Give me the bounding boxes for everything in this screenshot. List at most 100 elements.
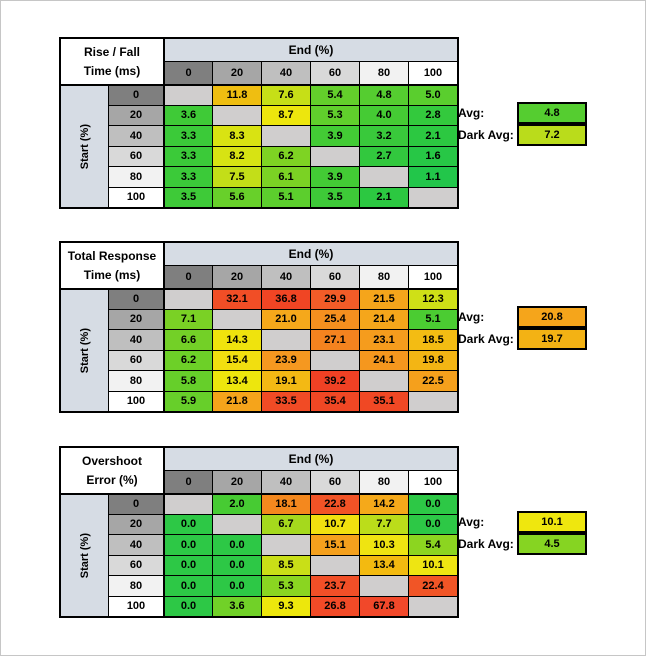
row-header-cell[interactable]: 40 [108,534,163,555]
heatmap-cell[interactable]: 3.9 [310,166,359,187]
dark-avg-value-cell[interactable]: 4.5 [517,533,587,555]
heatmap-cell[interactable] [408,595,457,616]
heatmap-cell[interactable]: 21.4 [359,308,408,329]
heatmap-cell[interactable]: 6.7 [261,513,310,534]
row-header-cell[interactable]: 0 [108,493,163,514]
heatmap-cell[interactable]: 5.4 [310,84,359,105]
row-header-cell[interactable]: 80 [108,575,163,596]
heatmap-cell[interactable]: 3.6 [163,104,212,125]
row-header-cell[interactable]: 60 [108,554,163,575]
heatmap-cell[interactable]: 26.8 [310,595,359,616]
heatmap-cell[interactable]: 5.3 [261,575,310,596]
col-header-cell[interactable]: 60 [310,61,359,84]
heatmap-cell[interactable]: 36.8 [261,288,310,309]
col-header-cell[interactable]: 60 [310,470,359,493]
heatmap-cell[interactable]: 0.0 [163,513,212,534]
col-header-cell[interactable]: 80 [359,470,408,493]
heatmap-cell[interactable]: 3.3 [163,166,212,187]
avg-value-cell[interactable]: 10.1 [517,511,587,533]
col-header-cell[interactable]: 100 [408,265,457,288]
col-header-cell[interactable]: 0 [163,470,212,493]
heatmap-cell[interactable]: 24.1 [359,349,408,370]
heatmap-cell[interactable]: 3.3 [163,125,212,146]
row-header-cell[interactable]: 20 [108,513,163,534]
heatmap-cell[interactable] [310,554,359,575]
heatmap-cell[interactable]: 18.5 [408,329,457,350]
heatmap-cell[interactable]: 0.0 [408,493,457,514]
heatmap-cell[interactable] [261,329,310,350]
row-header-cell[interactable]: 20 [108,104,163,125]
heatmap-cell[interactable]: 0.0 [212,575,261,596]
heatmap-cell[interactable]: 7.7 [359,513,408,534]
heatmap-cell[interactable]: 18.1 [261,493,310,514]
avg-value-cell[interactable]: 20.8 [517,306,587,328]
row-header-cell[interactable]: 80 [108,370,163,391]
heatmap-cell[interactable]: 35.4 [310,390,359,411]
heatmap-cell[interactable] [310,145,359,166]
heatmap-cell[interactable]: 0.0 [212,534,261,555]
heatmap-cell[interactable] [212,308,261,329]
heatmap-cell[interactable]: 33.5 [261,390,310,411]
row-header-cell[interactable]: 60 [108,349,163,370]
heatmap-cell[interactable]: 3.3 [163,145,212,166]
dark-avg-value-cell[interactable]: 19.7 [517,328,587,350]
heatmap-cell[interactable]: 22.5 [408,370,457,391]
col-header-cell[interactable]: 40 [261,265,310,288]
heatmap-cell[interactable]: 29.9 [310,288,359,309]
heatmap-cell[interactable]: 14.3 [212,329,261,350]
heatmap-cell[interactable]: 1.1 [408,166,457,187]
heatmap-cell[interactable]: 5.1 [261,186,310,207]
heatmap-cell[interactable]: 15.1 [310,534,359,555]
heatmap-cell[interactable]: 5.6 [212,186,261,207]
row-header-cell[interactable]: 40 [108,125,163,146]
row-header-cell[interactable]: 100 [108,595,163,616]
heatmap-cell[interactable]: 14.2 [359,493,408,514]
heatmap-cell[interactable]: 23.7 [310,575,359,596]
heatmap-cell[interactable]: 3.6 [212,595,261,616]
heatmap-cell[interactable]: 0.0 [212,554,261,575]
col-header-cell[interactable]: 60 [310,265,359,288]
heatmap-cell[interactable]: 5.0 [408,84,457,105]
col-header-cell[interactable]: 20 [212,61,261,84]
heatmap-cell[interactable]: 3.2 [359,125,408,146]
heatmap-cell[interactable]: 22.8 [310,493,359,514]
row-header-cell[interactable]: 20 [108,308,163,329]
heatmap-cell[interactable]: 5.1 [408,308,457,329]
heatmap-cell[interactable] [359,370,408,391]
heatmap-cell[interactable] [212,104,261,125]
heatmap-cell[interactable]: 3.9 [310,125,359,146]
row-header-cell[interactable]: 40 [108,329,163,350]
heatmap-cell[interactable]: 2.1 [359,186,408,207]
col-header-cell[interactable]: 100 [408,470,457,493]
heatmap-cell[interactable]: 5.9 [163,390,212,411]
heatmap-cell[interactable]: 15.4 [212,349,261,370]
heatmap-cell[interactable]: 0.0 [163,554,212,575]
col-header-cell[interactable]: 40 [261,61,310,84]
heatmap-cell[interactable]: 8.3 [212,125,261,146]
heatmap-cell[interactable]: 6.1 [261,166,310,187]
heatmap-cell[interactable] [212,513,261,534]
heatmap-cell[interactable]: 2.8 [408,104,457,125]
heatmap-cell[interactable] [359,166,408,187]
row-header-cell[interactable]: 0 [108,288,163,309]
heatmap-cell[interactable]: 9.3 [261,595,310,616]
heatmap-cell[interactable] [408,186,457,207]
heatmap-cell[interactable]: 5.3 [310,104,359,125]
heatmap-cell[interactable]: 0.0 [163,595,212,616]
heatmap-cell[interactable]: 5.8 [163,370,212,391]
heatmap-cell[interactable] [163,493,212,514]
heatmap-cell[interactable]: 6.2 [261,145,310,166]
heatmap-cell[interactable]: 3.5 [163,186,212,207]
heatmap-cell[interactable]: 8.5 [261,554,310,575]
col-header-cell[interactable]: 20 [212,265,261,288]
heatmap-cell[interactable] [408,390,457,411]
heatmap-cell[interactable]: 6.2 [163,349,212,370]
heatmap-cell[interactable]: 8.7 [261,104,310,125]
heatmap-cell[interactable]: 25.4 [310,308,359,329]
col-header-cell[interactable]: 80 [359,61,408,84]
heatmap-cell[interactable]: 27.1 [310,329,359,350]
row-header-cell[interactable]: 0 [108,84,163,105]
heatmap-cell[interactable]: 7.6 [261,84,310,105]
heatmap-cell[interactable]: 0.0 [408,513,457,534]
heatmap-cell[interactable]: 21.8 [212,390,261,411]
